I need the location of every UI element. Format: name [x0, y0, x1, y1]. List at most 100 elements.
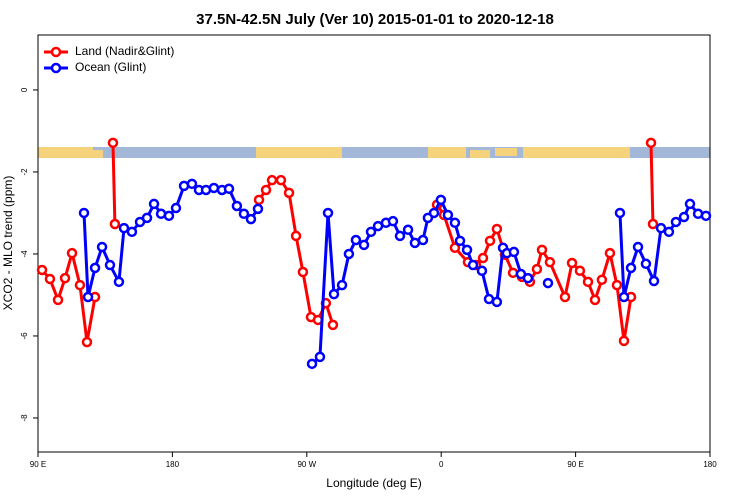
point: [663, 226, 675, 238]
x-tick-label: 180: [166, 460, 180, 469]
point: [66, 247, 78, 259]
point: [328, 288, 340, 300]
y-axis-label: XCO2 - MLO trend (ppm): [1, 176, 15, 311]
point: [126, 226, 138, 238]
point: [223, 183, 235, 195]
point: [52, 294, 64, 306]
point: [358, 239, 370, 251]
y-tick-label: 0: [20, 87, 29, 92]
point: [163, 210, 175, 222]
point: [260, 184, 272, 196]
point: [647, 218, 659, 230]
point: [275, 174, 287, 186]
point: [387, 215, 399, 227]
point: [428, 207, 440, 219]
x-tick-label: 0: [439, 460, 444, 469]
point: [604, 247, 616, 259]
point: [484, 235, 496, 247]
point: [170, 202, 182, 214]
point: [566, 257, 578, 269]
point: [684, 198, 696, 210]
point: [141, 212, 153, 224]
legend-marker: [50, 62, 62, 74]
legend-label: Land (Nadir&Glint): [75, 44, 174, 58]
point: [508, 246, 520, 258]
point: [589, 294, 601, 306]
point: [253, 194, 265, 206]
point: [336, 279, 348, 291]
point: [394, 230, 406, 242]
point: [435, 194, 447, 206]
y-tick-label: -6: [20, 332, 29, 340]
point: [81, 336, 93, 348]
point: [678, 211, 690, 223]
point: [491, 296, 503, 308]
point: [645, 137, 657, 149]
point: [74, 279, 86, 291]
x-tick-label: 90 W: [297, 460, 316, 469]
point: [266, 174, 278, 186]
point: [290, 230, 302, 242]
point: [78, 207, 90, 219]
point: [449, 242, 461, 254]
point: [148, 198, 160, 210]
point: [96, 241, 108, 253]
point: [118, 222, 130, 234]
series-line: [40, 142, 655, 343]
point: [82, 291, 94, 303]
land-ocean-strip: [38, 147, 710, 158]
point: [306, 358, 318, 370]
point: [327, 319, 339, 331]
y-tick-label: -2: [20, 168, 29, 176]
point: [670, 216, 682, 228]
point: [531, 263, 543, 275]
point: [454, 235, 466, 247]
point: [491, 223, 503, 235]
point: [477, 252, 489, 264]
point: [36, 264, 48, 276]
point: [343, 248, 355, 260]
point: [648, 275, 660, 287]
point: [449, 217, 461, 229]
point: [596, 274, 608, 286]
point: [297, 266, 309, 278]
point: [507, 267, 519, 279]
point: [252, 203, 264, 215]
point: [536, 244, 548, 256]
point: [611, 279, 623, 291]
point: [640, 258, 652, 270]
point: [238, 208, 250, 220]
x-tick-label: 180: [703, 460, 717, 469]
point: [208, 182, 220, 194]
point: [350, 234, 362, 246]
plot-frame: [37, 34, 711, 453]
point: [655, 222, 667, 234]
point: [89, 262, 101, 274]
point: [409, 237, 421, 249]
point: [283, 187, 295, 199]
point: [618, 335, 630, 347]
y-tick-label: -4: [20, 250, 29, 258]
chart-title: 37.5N-42.5N July (Ver 10) 2015-01-01 to …: [196, 11, 554, 28]
point: [402, 224, 414, 236]
point: [574, 265, 586, 277]
point: [314, 351, 326, 363]
point: [461, 244, 473, 256]
point: [107, 137, 119, 149]
point: [442, 209, 454, 221]
point: [104, 259, 116, 271]
x-tick-label: 90 E: [30, 460, 46, 469]
point: [614, 207, 626, 219]
y-tick-label: -8: [20, 414, 29, 422]
point: [542, 277, 554, 289]
point: [544, 256, 556, 268]
point: [522, 272, 534, 284]
point: [322, 207, 334, 219]
point: [417, 234, 429, 246]
point: [632, 241, 644, 253]
point: [186, 178, 198, 190]
point: [44, 273, 56, 285]
point: [231, 200, 243, 212]
point: [618, 291, 630, 303]
